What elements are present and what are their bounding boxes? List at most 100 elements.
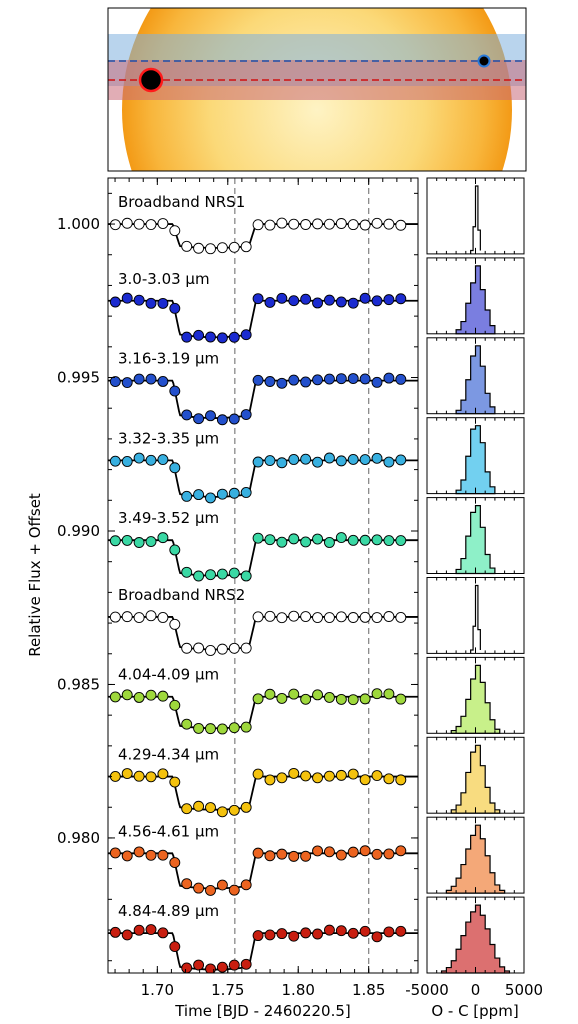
data-point — [383, 294, 395, 306]
data-point — [359, 373, 371, 385]
data-point — [264, 455, 276, 467]
data-point — [371, 848, 383, 860]
x-tick-label: 1.70 — [141, 981, 174, 999]
data-point — [312, 374, 323, 386]
data-point — [240, 570, 252, 582]
data-point — [276, 536, 288, 548]
data-point — [193, 642, 205, 654]
data-point — [264, 850, 276, 862]
data-point — [264, 610, 276, 622]
histogram-bars — [455, 265, 496, 335]
data-point — [347, 768, 359, 780]
data-point — [323, 612, 335, 624]
data-point — [169, 225, 181, 237]
data-point — [193, 329, 205, 341]
data-point — [383, 611, 395, 622]
data-point — [371, 688, 383, 700]
data-point — [347, 846, 359, 858]
data-point — [383, 372, 395, 384]
data-point — [300, 536, 312, 548]
data-point — [181, 331, 193, 343]
data-point — [228, 241, 240, 253]
data-point — [109, 535, 121, 547]
histogram-9 — [426, 816, 525, 894]
data-point — [335, 769, 347, 781]
x-tick-label: 1.75 — [211, 981, 244, 999]
hist-x-tick-label: 5000 — [505, 981, 543, 999]
data-point — [347, 534, 359, 546]
histogram-10 — [426, 896, 525, 974]
data-point — [145, 610, 157, 622]
top-panel-frame — [107, 7, 527, 172]
data-point — [193, 882, 205, 894]
data-point — [335, 611, 347, 623]
data-point — [264, 219, 276, 231]
data-point — [181, 803, 193, 815]
histogram-bars — [455, 425, 496, 495]
data-point — [181, 566, 193, 578]
data-point — [145, 219, 157, 230]
data-point — [323, 846, 335, 858]
residual-histogram-panel: -5000 0 5000 O - C [ppm] — [405, 177, 543, 1020]
data-point — [169, 699, 181, 711]
data-point — [312, 772, 323, 784]
data-point — [371, 376, 383, 388]
data-point — [181, 240, 193, 252]
data-point — [359, 534, 371, 546]
data-point — [300, 927, 312, 939]
data-point — [181, 490, 193, 502]
data-point — [240, 801, 252, 813]
data-point — [181, 718, 193, 730]
data-point — [109, 376, 121, 388]
data-point — [288, 374, 300, 386]
data-point — [371, 295, 383, 307]
data-point — [371, 931, 383, 943]
data-point — [359, 454, 371, 466]
data-point — [216, 723, 228, 735]
data-point — [109, 847, 121, 859]
data-point — [335, 373, 347, 385]
data-point — [395, 535, 407, 546]
data-point — [228, 642, 240, 654]
data-point — [216, 332, 228, 344]
data-point — [335, 218, 347, 229]
data-point — [169, 941, 181, 953]
data-point — [205, 802, 216, 813]
data-point — [205, 492, 216, 504]
data-point — [335, 693, 347, 705]
data-point — [323, 218, 335, 230]
data-point — [335, 925, 347, 937]
y-tick-label: 0.980 — [57, 829, 100, 847]
data-point — [252, 293, 264, 305]
data-point — [240, 642, 252, 654]
data-point — [335, 849, 347, 861]
data-point — [157, 849, 169, 861]
data-point — [145, 536, 157, 548]
data-point — [228, 804, 240, 816]
data-point — [205, 963, 216, 973]
histogram-8 — [426, 736, 525, 814]
data-point — [323, 924, 335, 936]
data-point — [359, 693, 371, 705]
data-point — [121, 929, 133, 941]
data-point — [133, 452, 145, 464]
data-point — [335, 532, 347, 543]
data-point — [395, 219, 407, 231]
data-point — [169, 776, 181, 788]
data-point — [169, 618, 181, 630]
data-point — [228, 567, 240, 579]
data-point — [252, 611, 264, 623]
data-point — [312, 533, 323, 545]
data-point — [157, 454, 169, 465]
data-point — [264, 376, 276, 387]
data-point — [395, 293, 407, 305]
histogram-6 — [426, 577, 525, 654]
data-point — [216, 643, 228, 655]
model-curve-7 — [108, 695, 418, 730]
band-label-2: 3.0-3.03 µm — [118, 270, 210, 288]
band-label-9: 4.56-4.61 µm — [118, 822, 219, 840]
data-point — [252, 456, 264, 468]
data-point — [371, 534, 383, 546]
data-point — [157, 218, 169, 229]
